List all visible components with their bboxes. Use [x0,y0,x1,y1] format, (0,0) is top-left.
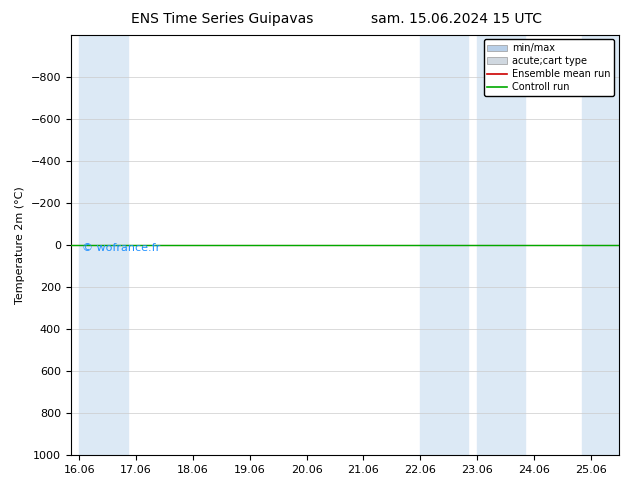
Bar [477,35,525,455]
Text: sam. 15.06.2024 15 UTC: sam. 15.06.2024 15 UTC [371,12,542,26]
Legend: min/max, acute;cart type, Ensemble mean run, Controll run: min/max, acute;cart type, Ensemble mean … [484,40,614,96]
Bar [582,35,619,455]
Y-axis label: Temperature 2m (°C): Temperature 2m (°C) [15,186,25,304]
Text: ENS Time Series Guipavas: ENS Time Series Guipavas [131,12,313,26]
Text: © wofrance.fr: © wofrance.fr [82,243,160,253]
Bar [79,35,127,455]
Bar [420,35,469,455]
